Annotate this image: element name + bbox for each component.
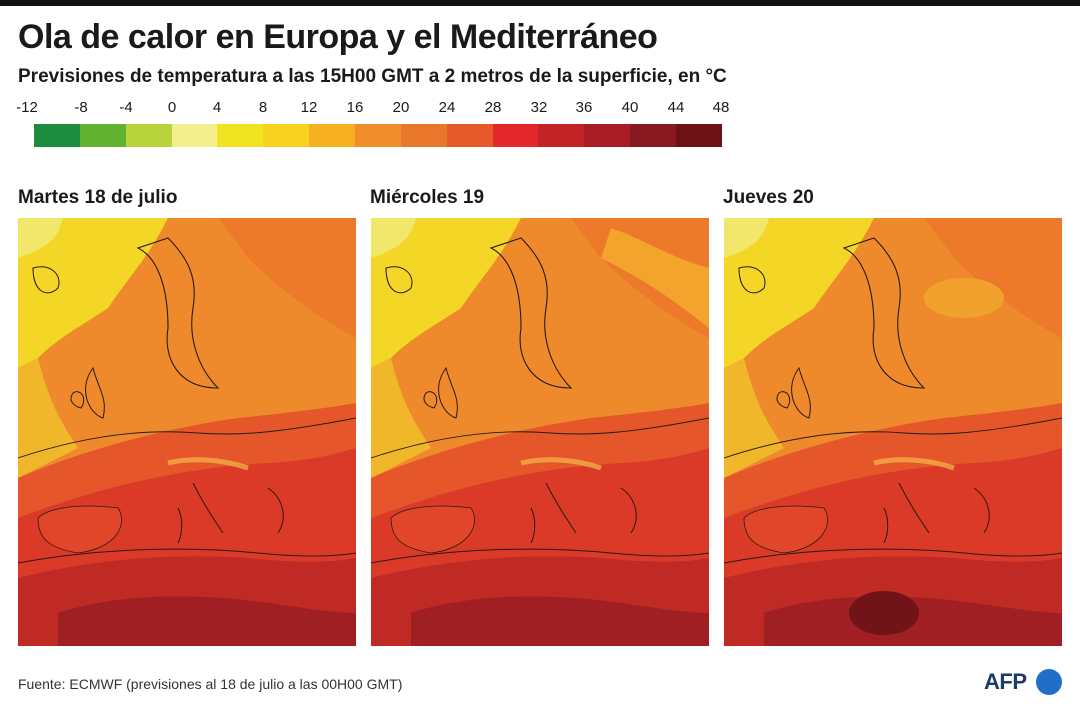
legend-swatch (263, 124, 310, 147)
legend-tick: 36 (575, 99, 593, 116)
afp-logo-text: AFP (984, 669, 1027, 694)
legend-tick: 0 (167, 99, 177, 116)
legend-swatch (355, 124, 401, 147)
legend-tick: 20 (392, 99, 410, 116)
legend-tick: 4 (212, 99, 222, 116)
panel-label-tuesday: Martes 18 de julio (18, 187, 178, 208)
legend-swatch (34, 124, 80, 147)
legend-tick: 8 (258, 99, 268, 116)
legend-tick: 44 (667, 99, 685, 116)
legend-tick: 16 (346, 99, 364, 116)
legend-swatch (309, 124, 356, 147)
panel-label-thursday: Jueves 20 (723, 187, 814, 208)
legend-tick: 24 (438, 99, 456, 116)
top-rule (0, 0, 1080, 6)
legend-swatch (400, 124, 447, 147)
temperature-color-scale (34, 124, 722, 147)
panel-label-wednesday: Miércoles 19 (370, 187, 485, 208)
legend-tick: -4 (119, 99, 133, 116)
legend-swatch (584, 124, 631, 147)
legend-tick: 32 (530, 99, 548, 116)
legend-swatch (492, 124, 539, 147)
page-subtitle: Previsiones de temperatura a las 15H00 G… (18, 66, 727, 87)
temperature-map-tuesday (18, 218, 356, 646)
legend-tick: -8 (74, 99, 88, 116)
legend-swatch (125, 124, 172, 147)
legend-swatch (217, 124, 264, 147)
source-note: Fuente: ECMWF (previsiones al 18 de juli… (18, 676, 403, 692)
legend-tick: 48 (712, 99, 730, 116)
legend-tick: -12 (16, 99, 38, 116)
legend-swatch (79, 124, 126, 147)
temperature-map-thursday (724, 218, 1062, 646)
legend-tick: 40 (621, 99, 639, 116)
legend-tick: 12 (300, 99, 318, 116)
temperature-map-wednesday (371, 218, 709, 646)
legend-swatch (446, 124, 493, 147)
legend-swatch (676, 124, 722, 147)
legend-swatch (630, 124, 677, 147)
legend-swatch (171, 124, 218, 147)
legend-tick-labels: -12 -8 -4 0 4 8 12 16 20 24 28 32 36 40 … (0, 99, 760, 119)
page-title: Ola de calor en Europa y el Mediterráneo (18, 18, 658, 56)
afp-logo-dot (1036, 669, 1062, 695)
legend-tick: 28 (484, 99, 502, 116)
afp-logo: AFP (984, 668, 1064, 696)
legend-swatch (538, 124, 585, 147)
